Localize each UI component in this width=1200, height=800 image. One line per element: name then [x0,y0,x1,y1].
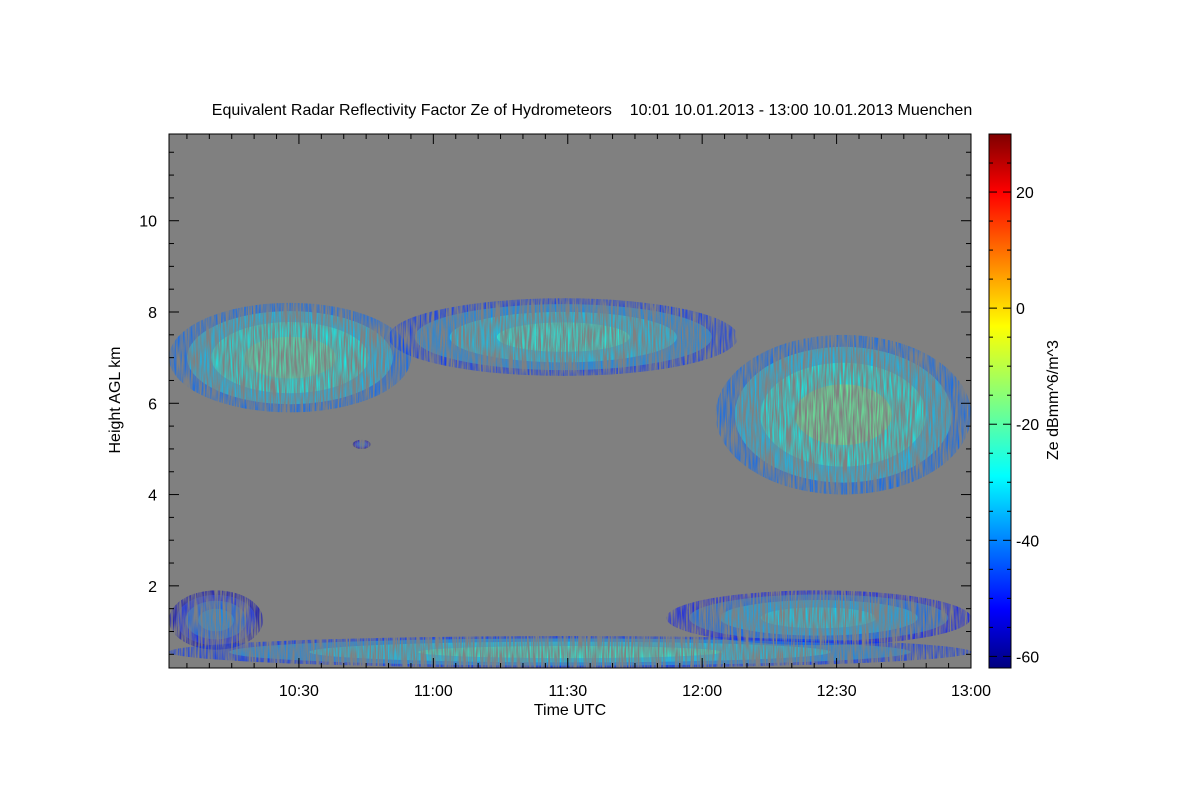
x-tick-label: 10:30 [279,683,319,700]
echo-region [169,636,971,668]
echo-band [244,336,336,379]
y-tick-label: 2 [148,579,157,596]
echo-region [388,298,739,376]
echo-band [417,645,723,659]
colorbar-ramp [988,133,1012,669]
colorbar-tick-label: -60 [1016,649,1039,666]
x-tick-label: 12:30 [817,683,857,700]
y-axis: 2 4 6 8 10 [139,151,971,655]
echo-region [352,439,371,449]
echo-band [496,322,630,352]
x-tick-label: 12:00 [682,683,722,700]
y-axis-label: Height AGL km [107,346,124,453]
colorbar-tick-label: -20 [1016,417,1039,434]
colorbar-tick-label: 20 [1016,185,1034,202]
x-axis-label: Time UTC [534,702,606,719]
y-tick-label: 10 [139,214,157,231]
echo-layer [169,298,971,668]
x-axis: 10:30 11:00 11:30 12:00 12:30 13:00 [186,134,991,700]
colorbar-tick-label: 0 [1016,301,1025,318]
echo-band [198,608,234,632]
plot-frame [168,133,972,669]
x-tick-label: 13:00 [951,683,991,700]
y-tick-label: 6 [148,396,157,413]
chart-title: Equivalent Radar Reflectivity Factor Ze … [212,102,972,119]
x-tick-label: 11:30 [548,683,587,700]
echo-region [169,590,264,650]
echo-band [794,384,892,446]
plot-area: 10:30 11:00 11:30 12:00 12:30 13:00 2 4 6 8 10 [139,133,991,700]
echo-region [169,302,411,413]
echo-band [760,607,877,629]
colorbar-label: Ze dBmm^6/m^3 [1045,340,1062,460]
echo-region [715,334,971,495]
colorbar-tick-label: -40 [1016,533,1039,550]
echo-region [666,590,971,646]
y-tick-label: 8 [148,305,157,322]
y-tick-label: 4 [148,488,157,505]
echo-band [358,442,366,447]
colorbar: 20 0 -20 -40 -60 Ze dBmm^6/m^3 [988,133,1062,669]
x-tick-label: 11:00 [414,683,453,700]
colorbar-ticks: 20 0 -20 -40 -60 [989,133,1039,666]
